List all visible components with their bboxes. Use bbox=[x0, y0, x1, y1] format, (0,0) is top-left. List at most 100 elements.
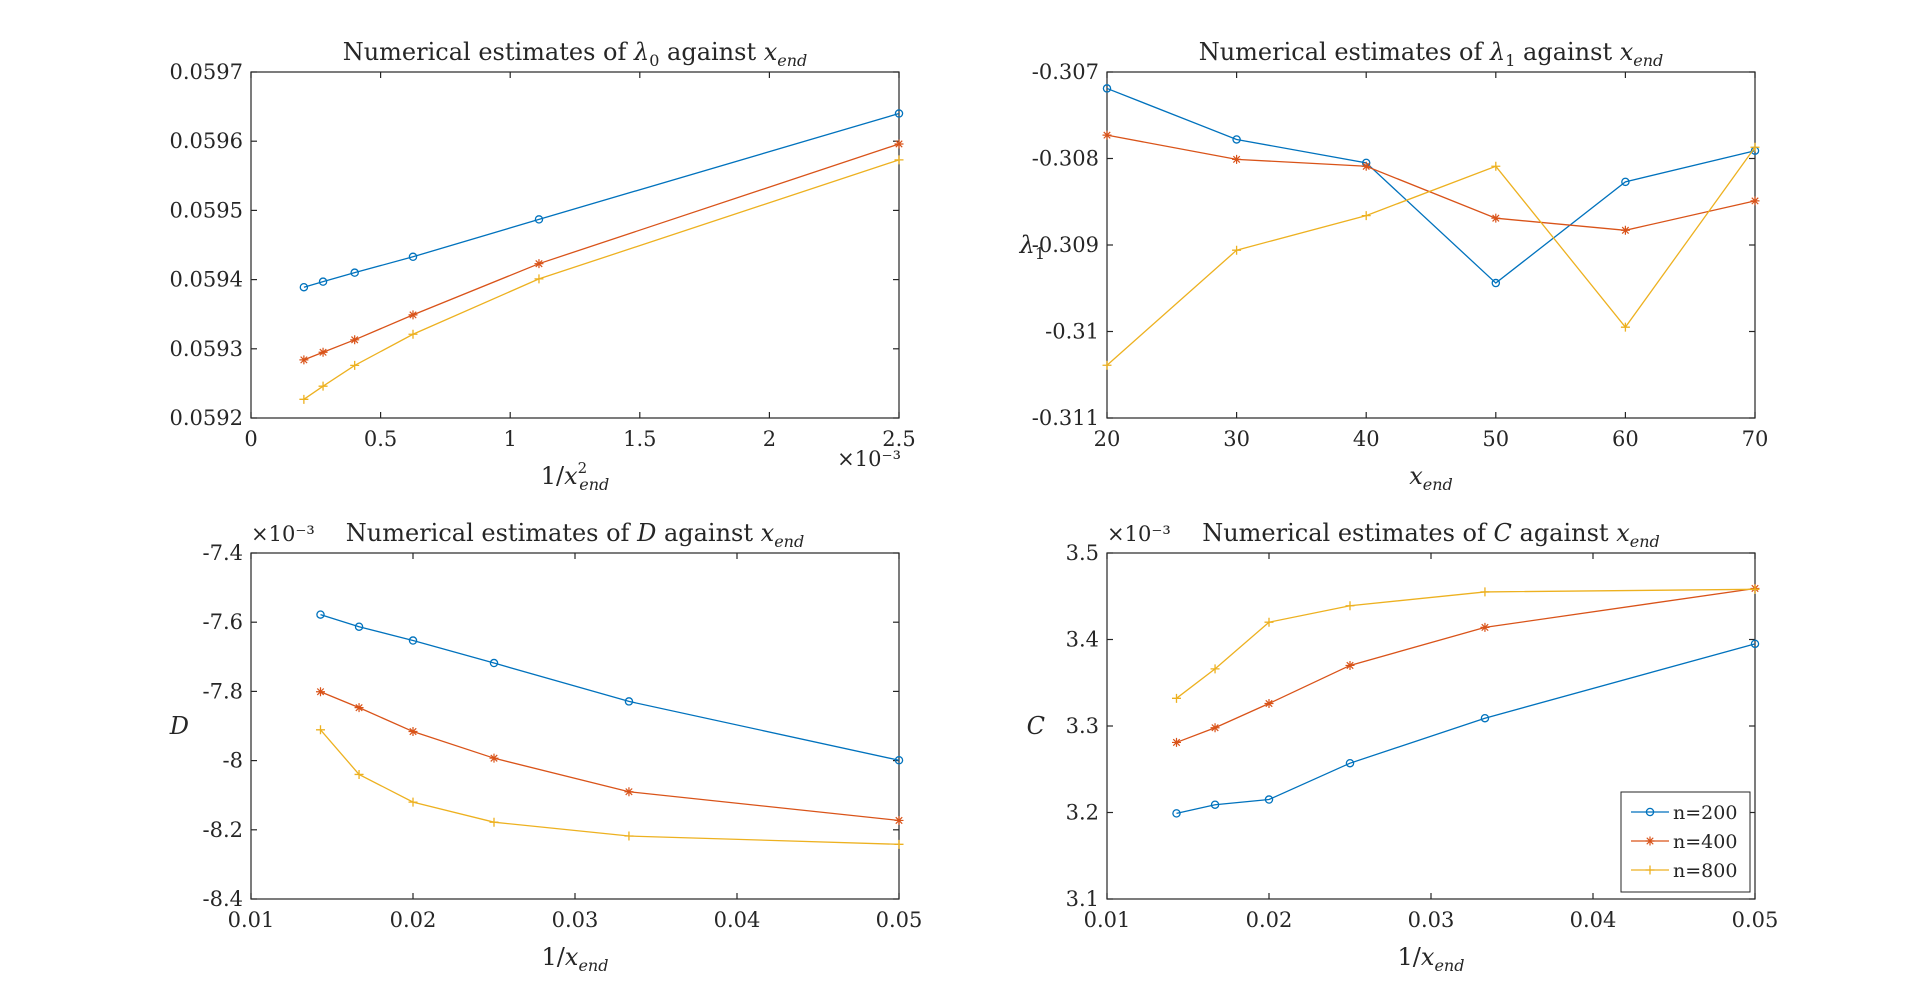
data-point bbox=[299, 282, 309, 292]
data-point bbox=[318, 381, 328, 391]
series-line bbox=[1106, 134, 1756, 231]
series-n=800 bbox=[299, 155, 904, 404]
y-tick-label: -8 bbox=[223, 749, 243, 773]
data-point bbox=[408, 727, 418, 737]
data-point bbox=[1172, 809, 1181, 818]
data-point bbox=[299, 355, 309, 365]
data-point bbox=[318, 347, 328, 357]
x-axis-label: xend bbox=[1409, 462, 1453, 494]
series-line bbox=[320, 729, 900, 845]
data-point bbox=[534, 274, 544, 284]
data-point bbox=[489, 658, 499, 668]
data-point bbox=[1102, 84, 1112, 93]
y-tick-label: 0.0593 bbox=[170, 337, 243, 361]
x-tick-label: 2.5 bbox=[882, 427, 915, 451]
x-tick-label: 0.04 bbox=[714, 908, 761, 932]
x-tick-label: 0 bbox=[244, 427, 257, 451]
x-tick-label: 0.05 bbox=[1732, 908, 1779, 932]
data-point bbox=[624, 787, 634, 797]
y-tick-label: 0.0595 bbox=[170, 198, 243, 222]
data-point bbox=[1480, 587, 1490, 597]
data-point bbox=[1750, 639, 1760, 649]
data-point bbox=[894, 815, 904, 825]
legend-label: n=200 bbox=[1673, 802, 1737, 824]
data-point bbox=[894, 839, 904, 849]
y-tick-label: -7.6 bbox=[203, 610, 244, 634]
y-axis-exponent: ×10⁻³ bbox=[1107, 522, 1171, 546]
x-tick-label: 0.01 bbox=[228, 908, 275, 932]
x-axis-label: 1/x2 end bbox=[541, 459, 609, 494]
panel-2-axes-box bbox=[1106, 71, 1756, 419]
y-axis-label: λ1 bbox=[1019, 231, 1045, 263]
x-axis-label: 1/xend bbox=[542, 943, 609, 975]
panel-3: 0.01 0.02 0.03 0.04 0.05 -8.4 -8.2 -8 -7.8 -7.6 -7… bbox=[169, 519, 923, 975]
y-tick-label: 3.4 bbox=[1066, 628, 1099, 652]
series-n=400 bbox=[1102, 130, 1760, 235]
data-point bbox=[1172, 737, 1181, 747]
y-tick-label: -0.307 bbox=[1032, 60, 1099, 84]
series-line bbox=[303, 159, 900, 400]
y-tick-label: 0.0597 bbox=[170, 60, 243, 84]
data-point bbox=[894, 756, 904, 765]
panel-1-axes-box bbox=[250, 71, 900, 419]
x-tick-label: 30 bbox=[1223, 427, 1250, 451]
data-point bbox=[534, 215, 544, 224]
data-point bbox=[316, 610, 325, 619]
x-tick-label: 50 bbox=[1482, 427, 1509, 451]
data-point bbox=[315, 687, 325, 697]
series-line bbox=[1106, 87, 1756, 284]
panel-2: 20 30 40 50 60 70 -0.311 -0.31 -0.309 -0.308 -0.30… bbox=[1019, 38, 1769, 494]
data-point bbox=[489, 817, 499, 827]
data-point bbox=[1102, 130, 1112, 140]
data-point bbox=[354, 769, 364, 779]
data-point bbox=[1232, 245, 1242, 255]
data-point bbox=[299, 394, 309, 404]
x-tick-label: 0.03 bbox=[1408, 908, 1455, 932]
chart-title: Numerical estimates of D against xend bbox=[346, 519, 804, 551]
series-line bbox=[1176, 643, 1756, 815]
y-tick-label: -0.311 bbox=[1032, 406, 1099, 430]
y-tick-label: -0.31 bbox=[1045, 320, 1099, 344]
data-point bbox=[1491, 161, 1501, 171]
x-tick-label: 0.5 bbox=[364, 427, 397, 451]
data-point bbox=[350, 360, 360, 370]
data-point bbox=[1345, 601, 1355, 611]
series-line bbox=[303, 143, 900, 361]
data-point bbox=[408, 329, 418, 339]
data-point bbox=[1491, 278, 1501, 288]
data-point bbox=[1620, 225, 1630, 235]
series-line bbox=[320, 691, 900, 822]
data-point bbox=[894, 139, 904, 149]
y-tick-label: 3.3 bbox=[1066, 714, 1099, 738]
panel-4: 0.01 0.02 0.03 0.04 0.05 3.1 3.2 3.3 3.4 3.5 Numer… bbox=[1027, 519, 1779, 975]
y-axis-label: D bbox=[169, 712, 189, 740]
data-point bbox=[1361, 211, 1371, 221]
legend-marker bbox=[1645, 836, 1655, 846]
data-point bbox=[408, 252, 418, 262]
data-point bbox=[315, 725, 325, 735]
data-point bbox=[1750, 196, 1760, 206]
y-tick-label: 0.0592 bbox=[170, 406, 243, 430]
data-point bbox=[354, 622, 364, 631]
chart-title: Numerical estimates of C against xend bbox=[1202, 519, 1660, 551]
data-point bbox=[1491, 213, 1501, 223]
y-axis-exponent: ×10⁻³ bbox=[251, 522, 315, 546]
legend-label: n=800 bbox=[1673, 860, 1737, 882]
data-point bbox=[408, 636, 418, 645]
data-point bbox=[1102, 360, 1112, 370]
series-line bbox=[1176, 588, 1756, 699]
series-n=800 bbox=[1172, 584, 1760, 703]
data-point bbox=[1264, 617, 1274, 627]
data-point bbox=[1232, 135, 1241, 144]
data-point bbox=[1210, 800, 1220, 809]
data-point bbox=[1210, 664, 1220, 674]
data-point bbox=[1621, 177, 1630, 187]
data-point bbox=[408, 310, 418, 320]
x-tick-label: 70 bbox=[1742, 427, 1769, 451]
series-line bbox=[1106, 146, 1756, 366]
data-point bbox=[1264, 795, 1274, 804]
x-tick-label: 60 bbox=[1612, 427, 1639, 451]
panel-1: 0 0.5 1 1.5 2 2.5 0.0592 0.0593 0.0594 0.0595 0.05… bbox=[170, 38, 916, 494]
data-point bbox=[534, 259, 544, 269]
